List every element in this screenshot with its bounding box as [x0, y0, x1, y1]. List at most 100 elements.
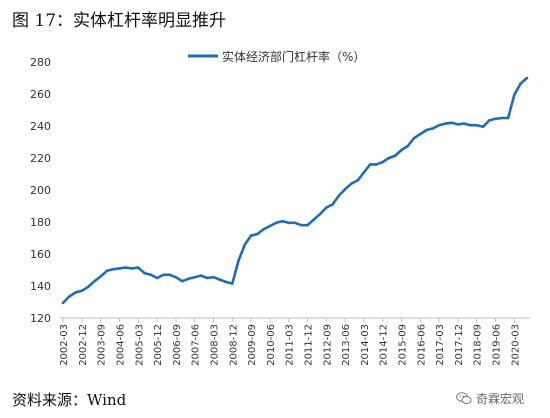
data-point	[293, 221, 297, 225]
data-point	[118, 267, 121, 270]
data-point	[406, 144, 410, 148]
data-point	[112, 267, 115, 271]
data-point	[180, 279, 184, 283]
x-tick-label: 2005-12	[153, 324, 164, 366]
x-axis: 2002-03 2002-12 2003-09 2004-06 2005-03 2005-…	[59, 317, 530, 366]
y-tick-label: 180	[30, 216, 51, 229]
data-point	[68, 295, 71, 298]
data-point	[61, 301, 65, 305]
data-point	[162, 273, 165, 277]
x-tick-label: 2002-12	[78, 324, 89, 366]
data-point	[312, 218, 316, 221]
data-point	[362, 171, 366, 174]
data-point	[368, 163, 372, 166]
x-tick-label: 2002-03	[59, 324, 70, 366]
data-point	[475, 123, 479, 127]
data-point	[224, 280, 228, 284]
data-point	[93, 279, 96, 283]
data-point	[350, 182, 353, 185]
data-point	[268, 224, 272, 228]
y-tick-label: 140	[30, 280, 51, 293]
data-point	[80, 289, 84, 293]
data-point	[74, 291, 77, 294]
data-point	[431, 127, 435, 130]
data-point	[462, 122, 466, 125]
data-point	[199, 274, 203, 277]
data-point	[400, 148, 403, 152]
data-point	[124, 266, 128, 269]
x-tick-label: 2006-09	[172, 324, 183, 366]
figure-title: 图 17：实体杠杆率明显推升	[12, 11, 227, 31]
data-point	[231, 282, 234, 285]
watermark-text: 奇霖宏观	[476, 392, 525, 406]
data-point	[300, 223, 303, 227]
data-point	[149, 273, 153, 277]
x-tick-label: 2008-03	[210, 324, 221, 366]
line-chart: 实体经济部门杠杆率（%） 120 140 160 180 200 220 240 260 280…	[30, 49, 530, 366]
data-point	[343, 187, 347, 191]
x-tick-label: 2010-06	[266, 324, 277, 366]
data-point	[494, 117, 497, 121]
data-point	[488, 119, 491, 122]
data-point	[337, 194, 341, 197]
x-tick-label: 2007-06	[191, 324, 202, 366]
y-tick-label: 160	[30, 248, 51, 261]
data-point	[137, 266, 140, 269]
data-point	[331, 203, 334, 206]
data-point	[105, 269, 109, 273]
wechat-icon	[456, 392, 472, 405]
x-tick-label: 2017-12	[454, 324, 465, 366]
y-tick-label: 120	[30, 312, 51, 325]
legend-label: 实体经济部门杠杆率（%）	[222, 49, 365, 64]
x-tick-label: 2017-03	[435, 324, 446, 366]
data-point	[155, 276, 159, 280]
data-point	[450, 121, 454, 125]
data-point	[99, 275, 102, 278]
data-point	[318, 212, 322, 216]
x-tick-label: 2011-03	[285, 324, 296, 366]
y-tick-label: 200	[30, 184, 51, 197]
data-point	[387, 156, 391, 160]
x-tick-label: 2005-03	[134, 324, 145, 366]
data-point	[237, 259, 240, 262]
x-tick-label: 2014-12	[379, 324, 390, 366]
data-point	[444, 122, 447, 125]
x-tick-label: 2020-03	[510, 324, 521, 366]
data-point	[519, 82, 522, 85]
data-point	[481, 125, 485, 129]
data-point	[168, 273, 171, 277]
legend: 实体经济部门杠杆率（%）	[188, 49, 365, 64]
data-point	[281, 219, 284, 223]
x-tick-label: 2016-06	[416, 324, 427, 366]
y-tick-label: 220	[30, 152, 51, 165]
data-point	[437, 123, 441, 127]
data-point	[143, 271, 146, 275]
x-tick-label: 2013-06	[341, 324, 352, 366]
data-point	[525, 76, 529, 80]
x-tick-label: 2009-09	[247, 324, 258, 366]
x-tick-label: 2012-09	[322, 324, 333, 366]
data-point	[174, 275, 178, 279]
data-point	[287, 221, 291, 225]
data-point	[325, 206, 328, 209]
plot-area	[61, 76, 529, 305]
data-point	[274, 221, 278, 225]
data-point	[187, 277, 190, 281]
y-tick-label: 280	[30, 56, 51, 69]
x-tick-label: 2003-09	[97, 324, 108, 366]
source-note: 资料来源：Wind	[12, 391, 127, 409]
data-point	[206, 276, 209, 280]
data-point	[356, 179, 360, 182]
x-tick-label: 2014-03	[360, 324, 371, 366]
data-point	[218, 278, 222, 281]
data-point	[130, 267, 134, 270]
x-tick-label: 2018-09	[473, 324, 484, 366]
data-point	[256, 232, 259, 236]
data-point	[381, 160, 385, 164]
data-point	[262, 227, 266, 231]
y-tick-label: 240	[30, 120, 51, 133]
data-point	[419, 132, 422, 136]
data-point	[249, 234, 253, 237]
data-point	[243, 243, 247, 246]
data-point	[193, 275, 196, 279]
